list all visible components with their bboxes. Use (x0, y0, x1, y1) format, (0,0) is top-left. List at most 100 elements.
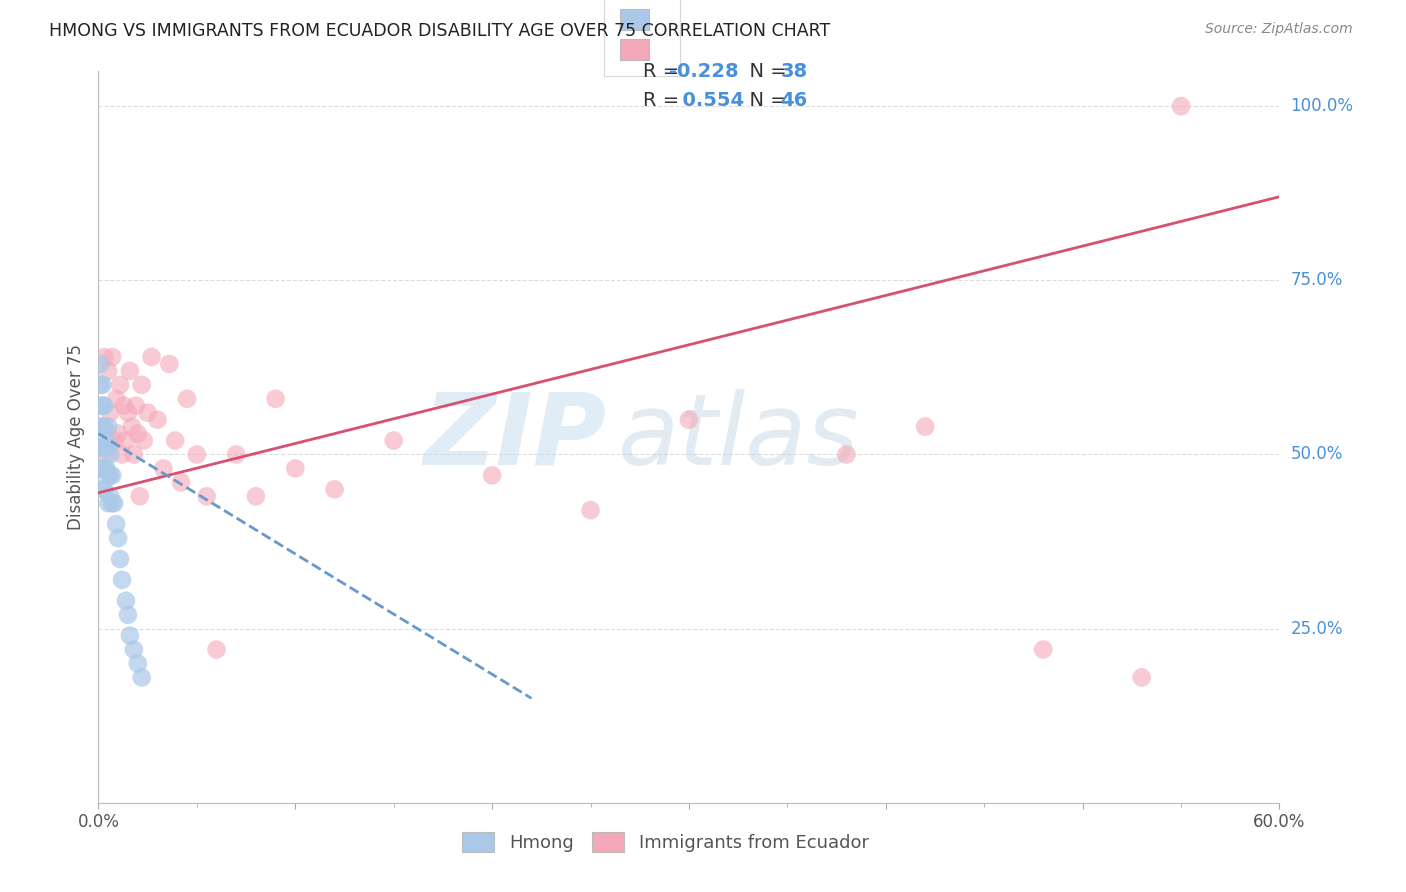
Point (579, 503, 602, 517)
Point (1170, 99, 1192, 113)
Point (131, 670, 153, 684)
Point (97, 496, 120, 510)
Point (152, 461, 174, 475)
Point (117, 607, 139, 622)
Point (89, 357, 111, 371)
Point (141, 350, 163, 364)
Point (105, 392, 128, 406)
Text: 100.0%: 100.0% (1291, 97, 1354, 115)
Point (101, 468, 124, 483)
Point (165, 434, 187, 448)
Point (914, 419, 936, 434)
Point (107, 531, 129, 545)
Point (103, 496, 125, 510)
Point (115, 434, 138, 448)
Point (93, 350, 115, 364)
Point (91, 461, 114, 475)
Point (96, 448, 118, 462)
Point (835, 448, 858, 462)
Point (127, 657, 149, 671)
Point (91, 441, 114, 455)
Point (205, 642, 228, 657)
Point (245, 489, 267, 503)
Point (382, 434, 405, 448)
Point (91, 483, 114, 497)
Point (128, 489, 150, 503)
Point (112, 399, 135, 413)
Point (93, 399, 115, 413)
Point (93, 483, 115, 497)
Point (107, 426, 129, 441)
Point (1130, 670, 1153, 684)
Point (91, 419, 114, 434)
Point (101, 496, 124, 510)
Text: Source: ZipAtlas.com: Source: ZipAtlas.com (1205, 22, 1353, 37)
Point (225, 448, 247, 462)
Text: ZIP: ZIP (423, 389, 606, 485)
Point (93, 441, 115, 455)
Point (89, 399, 111, 413)
Point (98, 406, 121, 420)
Text: N =: N = (737, 62, 793, 81)
Point (89, 419, 111, 434)
Point (117, 406, 139, 420)
Text: 0.554: 0.554 (669, 91, 744, 110)
Point (98, 468, 121, 483)
Point (98, 448, 121, 462)
Point (93, 419, 115, 434)
Point (284, 461, 307, 475)
Point (481, 468, 503, 483)
Point (176, 392, 198, 406)
Point (97, 364, 120, 378)
Point (91, 399, 114, 413)
Point (105, 517, 128, 532)
Point (108, 377, 131, 392)
Point (103, 434, 125, 448)
Point (131, 377, 153, 392)
Point (115, 594, 138, 608)
Point (101, 350, 124, 364)
Text: R =: R = (643, 91, 685, 110)
Text: N =: N = (737, 91, 793, 110)
Text: 25.0%: 25.0% (1291, 620, 1343, 638)
Point (121, 419, 143, 434)
Point (146, 412, 169, 426)
Point (136, 406, 159, 420)
Point (170, 475, 193, 490)
Y-axis label: Disability Age Over 75: Disability Age Over 75 (66, 344, 84, 530)
Text: HMONG VS IMMIGRANTS FROM ECUADOR DISABILITY AGE OVER 75 CORRELATION CHART: HMONG VS IMMIGRANTS FROM ECUADOR DISABIL… (49, 22, 831, 40)
Point (97, 419, 120, 434)
Point (122, 448, 145, 462)
Legend: Hmong, Immigrants from Ecuador: Hmong, Immigrants from Ecuador (454, 825, 876, 860)
Point (91, 377, 114, 392)
Point (96, 461, 118, 475)
Point (122, 642, 145, 657)
Point (98, 489, 121, 503)
Point (118, 364, 141, 378)
Point (132, 434, 155, 448)
Point (157, 357, 180, 371)
Point (118, 629, 141, 643)
Point (93, 461, 115, 475)
Point (97, 441, 120, 455)
Text: 50.0%: 50.0% (1291, 445, 1343, 464)
Text: -0.228: -0.228 (669, 62, 740, 81)
Point (125, 399, 148, 413)
Point (195, 489, 218, 503)
Point (1032, 642, 1054, 657)
Point (97, 468, 120, 483)
Point (678, 412, 700, 426)
Point (89, 441, 111, 455)
Point (127, 426, 149, 441)
Point (89, 377, 111, 392)
Text: 75.0%: 75.0% (1291, 271, 1343, 289)
Point (111, 448, 134, 462)
Point (96, 434, 118, 448)
Text: R =: R = (643, 62, 685, 81)
Point (108, 552, 131, 566)
Point (323, 483, 346, 497)
Text: 38: 38 (780, 62, 807, 81)
Text: atlas: atlas (619, 389, 859, 485)
Point (186, 448, 208, 462)
Text: 46: 46 (780, 91, 807, 110)
